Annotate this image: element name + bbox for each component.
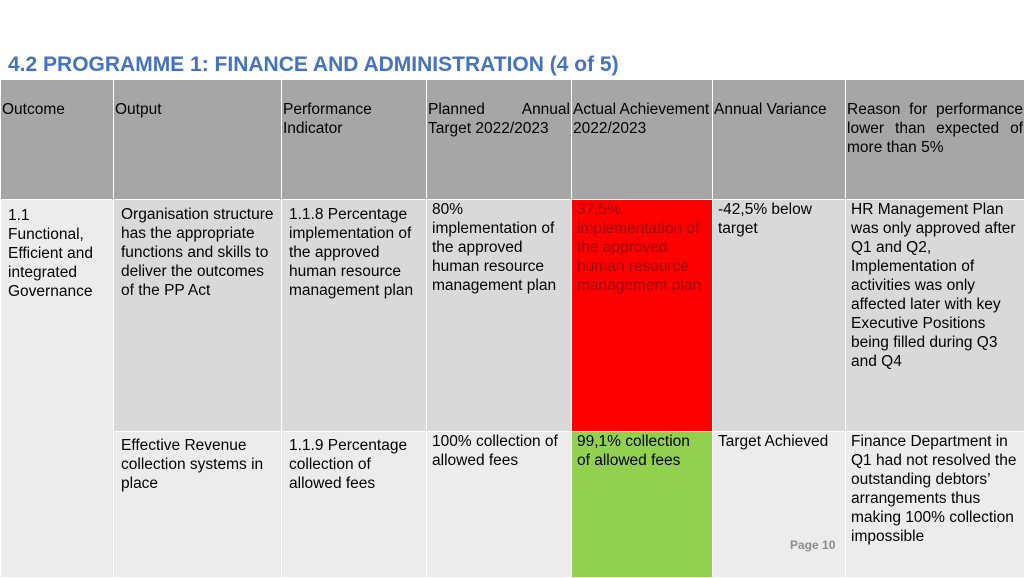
header-target-label: Planned Annual Target 2022/2023	[427, 100, 571, 138]
header-output-label: Output	[114, 100, 281, 119]
page-title: 4.2 PROGRAMME 1: FINANCE AND ADMINISTRAT…	[8, 53, 619, 77]
reason-cell: HR Management Plan was only approved aft…	[846, 200, 1024, 432]
header-achievement: Actual Achievement 2022/2023	[572, 80, 713, 200]
variance-cell: Target Achieved	[713, 432, 846, 578]
achievement-cell-red: 37,5% implementation of the approved hum…	[572, 200, 713, 432]
indicator-text: 1.1.8 Percentage implementation of the a…	[282, 200, 426, 300]
indicator-cell: 1.1.9 Percentage collection of allowed f…	[282, 432, 427, 578]
header-achievement-label: Actual Achievement 2022/2023	[572, 100, 712, 138]
achievement-cell-green: 99,1% collection of allowed fees	[572, 432, 713, 578]
variance-text: Target Achieved	[713, 432, 845, 451]
target-cell: 80% implementation of the approved human…	[427, 200, 572, 432]
table-header-row: Outcome Output Performance Indicator Pla…	[1, 80, 1024, 200]
reason-text: Finance Department in Q1 had not resolve…	[846, 432, 1024, 546]
indicator-cell: 1.1.8 Percentage implementation of the a…	[282, 200, 427, 432]
variance-text: -42,5% below target	[713, 200, 845, 238]
output-text: Effective Revenue collection systems in …	[114, 432, 281, 493]
target-text: 80% implementation of the approved human…	[427, 200, 571, 295]
output-cell: Organisation structure has the appropria…	[114, 200, 282, 432]
reason-cell: Finance Department in Q1 had not resolve…	[846, 432, 1024, 578]
page-number: Page 10	[790, 538, 835, 552]
header-target: Planned Annual Target 2022/2023	[427, 80, 572, 200]
header-output: Output	[114, 80, 282, 200]
target-cell: 100% collection of allowed fees	[427, 432, 572, 578]
outcome-text: 1.1 Functional, Efficient and integrated…	[1, 200, 113, 301]
header-reason-label: Reason for performance lower than expect…	[846, 100, 1024, 157]
achievement-text: 99,1% collection of allowed fees	[572, 432, 712, 470]
target-text: 100% collection of allowed fees	[427, 432, 571, 470]
performance-table: Outcome Output Performance Indicator Pla…	[0, 79, 1024, 578]
header-reason: Reason for performance lower than expect…	[846, 80, 1024, 200]
header-variance: Annual Variance	[713, 80, 846, 200]
header-indicator: Performance Indicator	[282, 80, 427, 200]
table-row: Effective Revenue collection systems in …	[1, 432, 1024, 578]
outcome-cell: 1.1 Functional, Efficient and integrated…	[1, 200, 114, 578]
header-variance-label: Annual Variance	[713, 100, 845, 119]
header-indicator-label: Performance Indicator	[282, 100, 426, 138]
table-row: 1.1 Functional, Efficient and integrated…	[1, 200, 1024, 432]
header-outcome-label: Outcome	[1, 100, 113, 119]
indicator-text: 1.1.9 Percentage collection of allowed f…	[282, 432, 426, 493]
output-text: Organisation structure has the appropria…	[114, 200, 281, 300]
achievement-text: 37,5% implementation of the approved hum…	[572, 200, 712, 295]
variance-cell: -42,5% below target	[713, 200, 846, 432]
output-cell: Effective Revenue collection systems in …	[114, 432, 282, 578]
reason-text: HR Management Plan was only approved aft…	[846, 200, 1024, 371]
header-outcome: Outcome	[1, 80, 114, 200]
